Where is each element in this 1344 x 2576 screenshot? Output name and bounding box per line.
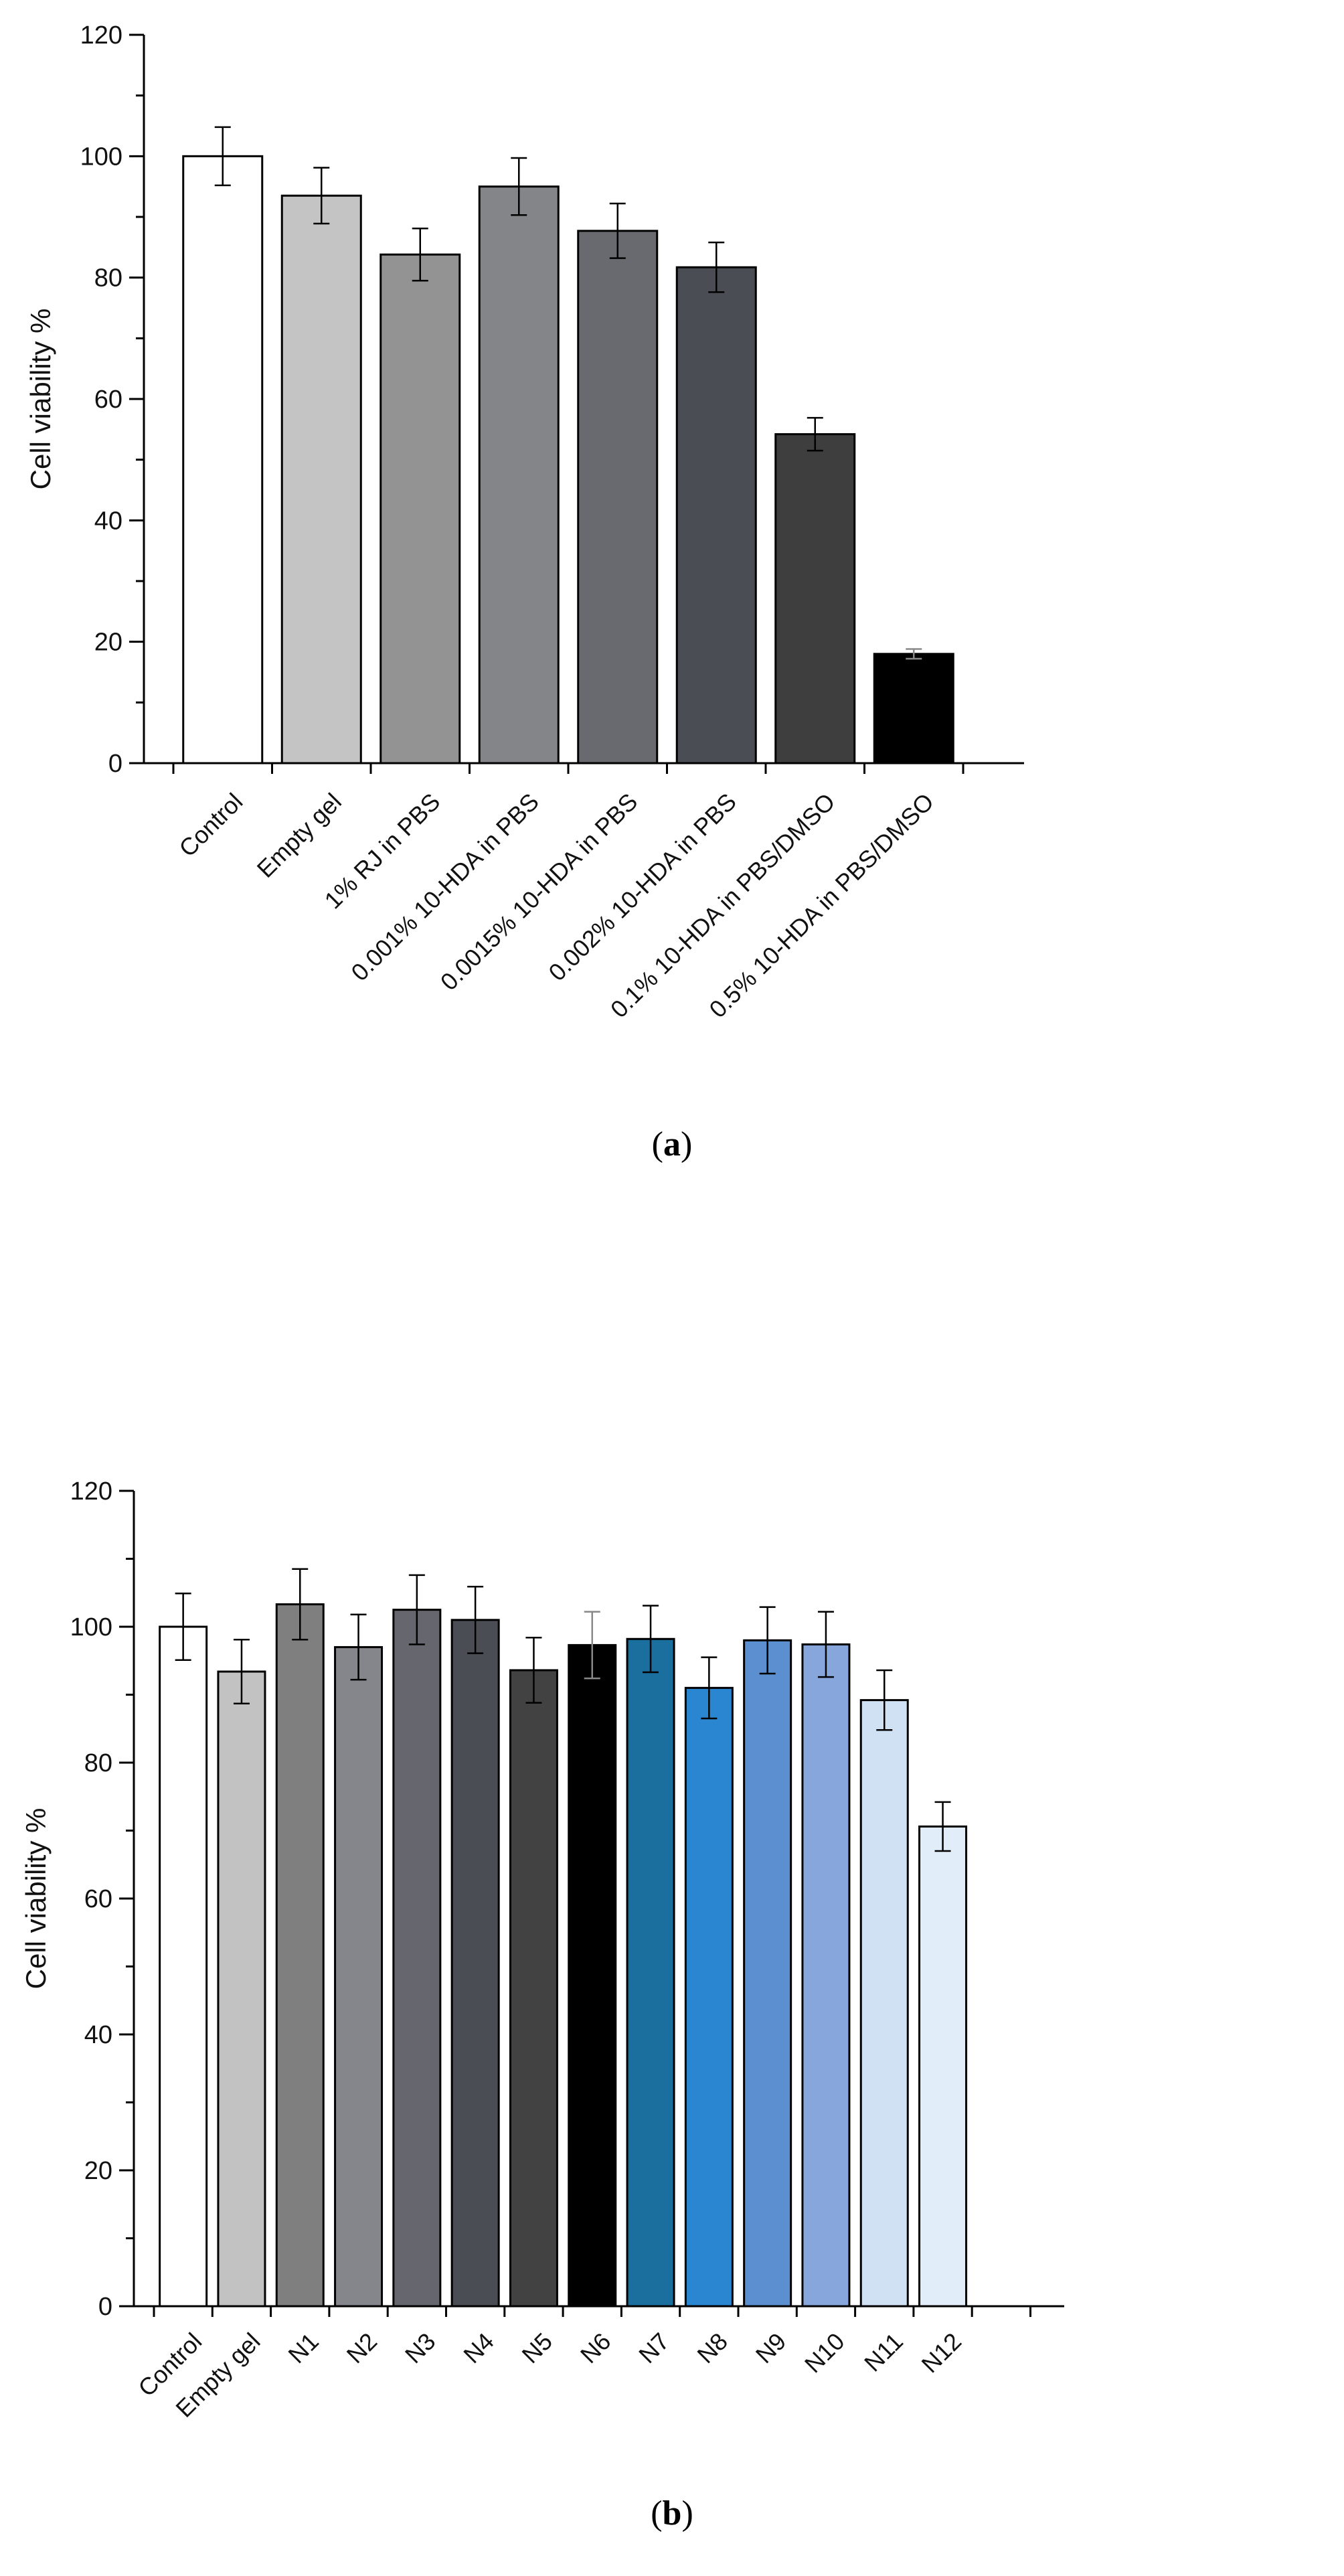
error-bar-2 — [233, 1639, 250, 1704]
y-tick-label: 0 — [108, 750, 122, 778]
x-tick-label: N7 — [633, 2328, 675, 2369]
error-bar-7 — [525, 1636, 542, 1704]
x-tick-label: Empty gel — [252, 788, 347, 883]
y-tick-label: 40 — [94, 507, 122, 535]
x-tick-label: 0.0015% 10-HDA in PBS — [435, 788, 643, 996]
bar-1 — [159, 1625, 208, 2308]
panel-label-a: (a) — [651, 1125, 693, 1163]
bar-4 — [478, 185, 560, 764]
panel-label-b: (b) — [651, 2494, 693, 2532]
x-tick-label: N11 — [859, 2328, 908, 2377]
bar-3 — [380, 253, 461, 764]
bar-12 — [801, 1643, 851, 2308]
error-bar-2 — [313, 167, 330, 225]
x-tick-label: N1 — [282, 2328, 324, 2369]
x-tick-label: N12 — [916, 2328, 967, 2379]
panel-label-b-letter: b — [662, 2494, 682, 2532]
bar-6 — [450, 1619, 500, 2308]
panel-label-a-letter: a — [663, 1125, 681, 1163]
x-tick-label: 0.001% 10-HDA in PBS — [345, 788, 543, 986]
bar-5 — [392, 1609, 442, 2308]
error-bar-3 — [412, 227, 428, 282]
bar-1 — [182, 155, 264, 764]
bar-3 — [275, 1603, 325, 2308]
error-bar-13 — [876, 1669, 893, 1731]
error-bar-1 — [175, 1593, 191, 1661]
y-tick-label: 100 — [80, 143, 122, 171]
error-bar-12 — [817, 1611, 834, 1678]
y-tick-label: 80 — [94, 264, 122, 293]
x-tick-label: N2 — [341, 2328, 383, 2369]
chart-a: 0 20 40 60 80 100 120 Cell viability % Control Em… — [25, 21, 1024, 1023]
error-bar-4 — [350, 1613, 367, 1681]
error-bar-11 — [759, 1606, 776, 1675]
error-bar-7 — [807, 416, 823, 452]
y-tick-label: 40 — [84, 2021, 112, 2049]
y-tick-label: 20 — [84, 2157, 112, 2185]
x-tick-label: N9 — [750, 2328, 792, 2369]
y-axis-label: Cell viability % — [25, 309, 56, 490]
x-tick-label: Control — [173, 788, 248, 862]
x-tick-label: N10 — [799, 2328, 850, 2379]
y-tick-label: 60 — [84, 1885, 112, 1913]
error-bar-14 — [934, 1801, 951, 1852]
bar-10 — [684, 1686, 734, 2308]
bar-4 — [334, 1645, 384, 2308]
bar-7 — [774, 433, 856, 764]
y-tick-label: 100 — [70, 1613, 112, 1641]
bar-5 — [577, 230, 659, 764]
bar-2 — [280, 194, 362, 764]
bar-8 — [873, 653, 954, 764]
error-bar-6 — [708, 241, 725, 293]
bar-11 — [743, 1639, 792, 2308]
error-bar-10 — [701, 1656, 718, 1720]
bar-14 — [918, 1825, 968, 2308]
x-tick-label: N5 — [517, 2328, 558, 2369]
error-bar-8 — [906, 648, 922, 660]
error-bar-8 — [584, 1611, 600, 1680]
bar-8 — [568, 1643, 617, 2308]
bar-9 — [626, 1637, 675, 2308]
x-tick-label: N3 — [400, 2328, 441, 2369]
y-tick-label: 0 — [98, 2293, 112, 2321]
y-axis-label: Cell viability % — [20, 1808, 52, 1990]
y-tick-label: 120 — [80, 21, 122, 50]
bar-13 — [859, 1699, 909, 2308]
error-bar-9 — [643, 1605, 659, 1674]
y-tick-label: 80 — [84, 1749, 112, 1777]
y-tick-label: 60 — [94, 386, 122, 414]
error-bar-4 — [511, 157, 527, 216]
error-bar-3 — [292, 1568, 309, 1641]
x-tick-label: N8 — [691, 2328, 733, 2369]
y-tick-label: 20 — [94, 629, 122, 657]
error-bar-1 — [214, 126, 231, 187]
error-bar-5 — [609, 202, 626, 259]
bar-2 — [217, 1670, 266, 2308]
x-tick-label: N4 — [458, 2328, 499, 2369]
x-tick-label: N6 — [575, 2328, 616, 2369]
error-bar-6 — [467, 1585, 484, 1654]
y-tick-label: 120 — [70, 1477, 112, 1506]
error-bar-5 — [408, 1574, 425, 1645]
bar-7 — [509, 1669, 558, 2308]
x-tick-label: 0.002% 10-HDA in PBS — [543, 788, 741, 986]
bar-6 — [675, 266, 757, 764]
